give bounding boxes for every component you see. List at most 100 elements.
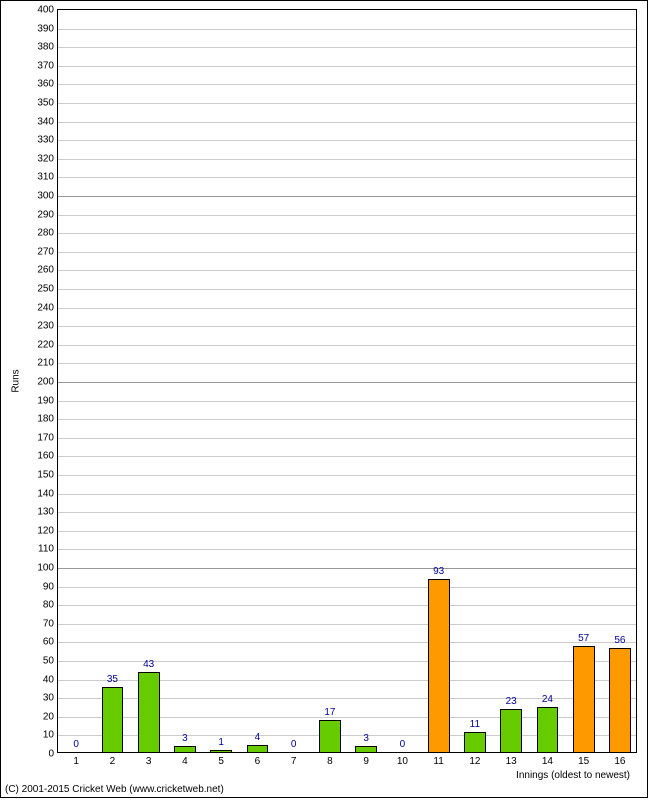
gridline bbox=[58, 84, 636, 85]
x-tick-label: 3 bbox=[146, 756, 152, 767]
x-tick-label: 7 bbox=[291, 756, 297, 767]
y-tick-label: 70 bbox=[43, 618, 54, 629]
gridline bbox=[58, 177, 636, 178]
gridline bbox=[58, 475, 636, 476]
y-tick-label: 300 bbox=[37, 191, 54, 202]
bar-value-label: 1 bbox=[210, 737, 232, 748]
gridline bbox=[58, 252, 636, 253]
gridline bbox=[58, 494, 636, 495]
bar-value-label: 4 bbox=[247, 732, 269, 743]
x-tick-label: 5 bbox=[218, 756, 224, 767]
y-tick-label: 80 bbox=[43, 600, 54, 611]
gridline bbox=[58, 568, 636, 569]
bar bbox=[102, 687, 124, 752]
x-tick-label: 10 bbox=[397, 756, 408, 767]
x-axis-label: Innings (oldest to newest) bbox=[516, 770, 630, 781]
bar-value-label: 35 bbox=[102, 674, 124, 685]
gridline bbox=[58, 438, 636, 439]
y-tick-label: 190 bbox=[37, 395, 54, 406]
y-tick-label: 230 bbox=[37, 321, 54, 332]
x-tick-label: 16 bbox=[614, 756, 625, 767]
chart-plot-area: 0354331401730931123245756 01020304050607… bbox=[57, 9, 637, 753]
gridline bbox=[58, 308, 636, 309]
bar-value-label: 11 bbox=[464, 719, 486, 730]
y-tick-label: 280 bbox=[37, 228, 54, 239]
bar-value-label: 0 bbox=[283, 739, 305, 750]
gridline bbox=[58, 382, 636, 383]
x-tick-label: 14 bbox=[542, 756, 553, 767]
gridline bbox=[58, 289, 636, 290]
gridline bbox=[58, 549, 636, 550]
bar bbox=[210, 750, 232, 752]
bar-value-label: 24 bbox=[537, 694, 559, 705]
y-tick-label: 210 bbox=[37, 358, 54, 369]
y-tick-label: 390 bbox=[37, 23, 54, 34]
gridline bbox=[58, 531, 636, 532]
y-tick-label: 140 bbox=[37, 488, 54, 499]
y-tick-label: 60 bbox=[43, 637, 54, 648]
bar bbox=[355, 746, 377, 752]
gridline bbox=[58, 624, 636, 625]
y-tick-label: 120 bbox=[37, 525, 54, 536]
y-tick-label: 270 bbox=[37, 246, 54, 257]
y-tick-label: 0 bbox=[48, 749, 54, 760]
x-tick-label: 8 bbox=[327, 756, 333, 767]
y-tick-label: 290 bbox=[37, 209, 54, 220]
x-tick-label: 13 bbox=[506, 756, 517, 767]
y-tick-label: 10 bbox=[43, 730, 54, 741]
gridline bbox=[58, 642, 636, 643]
x-tick-label: 9 bbox=[363, 756, 369, 767]
y-tick-label: 360 bbox=[37, 79, 54, 90]
y-tick-label: 310 bbox=[37, 172, 54, 183]
gridline bbox=[58, 29, 636, 30]
y-tick-label: 50 bbox=[43, 656, 54, 667]
bar-value-label: 57 bbox=[573, 633, 595, 644]
y-tick-label: 130 bbox=[37, 507, 54, 518]
bar bbox=[428, 579, 450, 752]
y-tick-label: 90 bbox=[43, 581, 54, 592]
y-axis-label: Runs bbox=[11, 369, 22, 392]
y-tick-label: 220 bbox=[37, 339, 54, 350]
bar-value-label: 0 bbox=[65, 739, 87, 750]
bar-value-label: 3 bbox=[174, 733, 196, 744]
y-tick-label: 150 bbox=[37, 470, 54, 481]
gridline bbox=[58, 326, 636, 327]
y-tick-label: 30 bbox=[43, 693, 54, 704]
y-tick-label: 20 bbox=[43, 711, 54, 722]
y-tick-label: 40 bbox=[43, 674, 54, 685]
y-tick-label: 350 bbox=[37, 98, 54, 109]
bar-value-label: 93 bbox=[428, 566, 450, 577]
x-tick-label: 11 bbox=[433, 756, 443, 767]
bar bbox=[319, 720, 341, 752]
gridline bbox=[58, 605, 636, 606]
gridline bbox=[58, 587, 636, 588]
gridline bbox=[58, 401, 636, 402]
y-tick-label: 370 bbox=[37, 60, 54, 71]
x-tick-label: 2 bbox=[110, 756, 116, 767]
bar-value-label: 17 bbox=[319, 707, 341, 718]
y-tick-label: 100 bbox=[37, 563, 54, 574]
y-tick-label: 260 bbox=[37, 265, 54, 276]
gridline bbox=[58, 233, 636, 234]
y-tick-label: 330 bbox=[37, 135, 54, 146]
bar-value-label: 23 bbox=[500, 696, 522, 707]
bar bbox=[500, 709, 522, 752]
y-tick-label: 380 bbox=[37, 42, 54, 53]
bar bbox=[573, 646, 595, 752]
bar bbox=[174, 746, 196, 752]
gridline bbox=[58, 122, 636, 123]
gridline bbox=[58, 196, 636, 197]
y-tick-label: 400 bbox=[37, 5, 54, 16]
gridline bbox=[58, 456, 636, 457]
gridline bbox=[58, 103, 636, 104]
gridline bbox=[58, 363, 636, 364]
y-tick-label: 170 bbox=[37, 432, 54, 443]
bar-value-label: 0 bbox=[392, 739, 414, 750]
gridline bbox=[58, 66, 636, 67]
x-tick-label: 6 bbox=[255, 756, 261, 767]
y-tick-label: 110 bbox=[38, 544, 54, 555]
y-tick-label: 320 bbox=[37, 153, 54, 164]
gridline bbox=[58, 345, 636, 346]
gridline bbox=[58, 140, 636, 141]
y-tick-label: 240 bbox=[37, 302, 54, 313]
